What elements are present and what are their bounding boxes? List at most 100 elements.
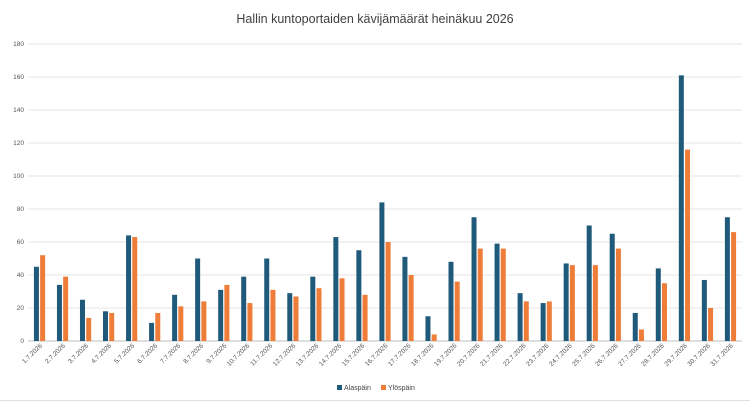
bar-ylospain	[40, 255, 46, 341]
x-tick-label: 31.7.2026	[709, 342, 735, 368]
x-tick-label: 1.7.2026	[21, 342, 44, 365]
y-tick-label: 40	[17, 272, 25, 279]
bar-alaspain	[379, 202, 385, 341]
legend-label: Alaspäin	[344, 385, 371, 392]
chart-title: Hallin kuntoportaiden kävijämäärät heinä…	[236, 12, 514, 26]
x-tick-label: 28.7.2026	[640, 342, 666, 368]
bar-alaspain	[517, 293, 523, 341]
bar-ylospain	[132, 237, 138, 341]
bar-alaspain	[471, 217, 477, 341]
x-tick-label: 20.7.2026	[456, 342, 482, 368]
x-tick-label: 19.7.2026	[433, 342, 459, 368]
x-tick-label: 21.7.2026	[479, 342, 505, 368]
bar-ylospain	[431, 334, 437, 341]
bar-ylospain	[661, 283, 667, 341]
x-tick-label: 14.7.2026	[318, 342, 344, 368]
bar-ylospain	[523, 301, 529, 341]
x-tick-label: 2.7.2026	[44, 342, 67, 365]
y-tick-label: 0	[20, 338, 24, 345]
x-tick-label: 24.7.2026	[548, 342, 574, 368]
legend-swatch	[337, 385, 342, 390]
x-tick-label: 8.7.2026	[182, 342, 205, 365]
x-tick-label: 18.7.2026	[410, 342, 436, 368]
bar-alaspain	[540, 303, 546, 341]
bar-ylospain	[569, 265, 575, 341]
bar-ylospain	[638, 329, 644, 341]
bar-ylospain	[385, 242, 391, 341]
legend-swatch	[381, 385, 386, 390]
bar-ylospain	[546, 301, 552, 341]
bar-ylospain	[86, 317, 92, 341]
bar-ylospain	[731, 232, 737, 341]
x-tick-label: 11.7.2026	[249, 342, 274, 367]
bar-ylospain	[592, 265, 598, 341]
bar-ylospain	[615, 248, 621, 341]
bar-alaspain	[356, 250, 362, 341]
x-tick-label: 6.7.2026	[136, 342, 159, 365]
y-tick-label: 20	[17, 305, 25, 312]
bar-alaspain	[79, 299, 85, 341]
bar-ylospain	[224, 284, 230, 341]
x-tick-label: 12.7.2026	[272, 342, 298, 368]
bar-alaspain	[241, 276, 247, 341]
y-tick-label: 80	[17, 206, 25, 213]
bar-alaspain	[310, 276, 316, 341]
bar-ylospain	[362, 294, 368, 341]
x-tick-label: 10.7.2026	[226, 342, 252, 368]
y-axis: 0 20 40 60 80 100 120 140 160 180	[13, 41, 24, 345]
bar-alaspain	[425, 316, 431, 341]
bar-ylospain	[708, 308, 714, 341]
bar-ylospain	[316, 288, 322, 341]
bar-ylospain	[155, 312, 161, 341]
x-tick-label: 16.7.2026	[364, 342, 390, 368]
bars	[33, 75, 737, 341]
bar-alaspain	[563, 263, 569, 341]
y-tick-label: 100	[13, 173, 24, 180]
bar-alaspain	[264, 258, 270, 341]
bar-alaspain	[655, 268, 661, 341]
y-tick-label: 180	[13, 41, 24, 48]
bar-ylospain	[201, 301, 207, 341]
bar-alaspain	[448, 261, 454, 341]
bar-alaspain	[56, 284, 62, 341]
bar-ylospain	[178, 306, 184, 341]
bar-alaspain	[678, 75, 684, 341]
bar-alaspain	[126, 235, 132, 341]
y-tick-label: 140	[13, 107, 24, 114]
x-tick-label: 30.7.2026	[686, 342, 712, 368]
bar-alaspain	[701, 279, 707, 341]
y-tick-label: 60	[17, 239, 25, 246]
x-tick-label: 26.7.2026	[594, 342, 620, 368]
bar-alaspain	[586, 225, 592, 341]
x-tick-label: 27.7.2026	[617, 342, 643, 368]
x-tick-label: 23.7.2026	[525, 342, 551, 368]
gridlines	[28, 43, 742, 342]
x-tick-label: 3.7.2026	[67, 342, 90, 365]
bar-ylospain	[408, 275, 414, 341]
bar-alaspain	[402, 256, 408, 341]
bar-ylospain	[293, 296, 299, 341]
x-tick-label: 5.7.2026	[113, 342, 136, 365]
bar-ylospain	[270, 289, 276, 341]
bar-ylospain	[500, 248, 506, 341]
x-axis-labels: 1.7.2026 2.7.2026 3.7.2026 4.7.2026 5.7.2026…	[21, 342, 735, 368]
x-tick-label: 25.7.2026	[571, 342, 597, 368]
bar-alaspain	[609, 233, 615, 341]
bar-ylospain	[63, 276, 69, 341]
legend: Alaspäin Ylöspäin	[337, 385, 415, 392]
bar-ylospain	[477, 248, 483, 341]
y-tick-label: 160	[13, 74, 24, 81]
bar-ylospain	[109, 312, 115, 341]
bar-ylospain	[685, 149, 691, 341]
bar-alaspain	[287, 293, 293, 341]
bar-ylospain	[339, 278, 345, 341]
y-tick-label: 120	[13, 140, 24, 147]
x-tick-label: 9.7.2026	[205, 342, 228, 365]
x-tick-label: 22.7.2026	[502, 342, 528, 368]
bar-alaspain	[724, 217, 730, 341]
bar-ylospain	[247, 303, 253, 341]
x-tick-label: 4.7.2026	[90, 342, 113, 365]
bar-alaspain	[172, 294, 178, 341]
bar-ylospain	[454, 281, 460, 341]
